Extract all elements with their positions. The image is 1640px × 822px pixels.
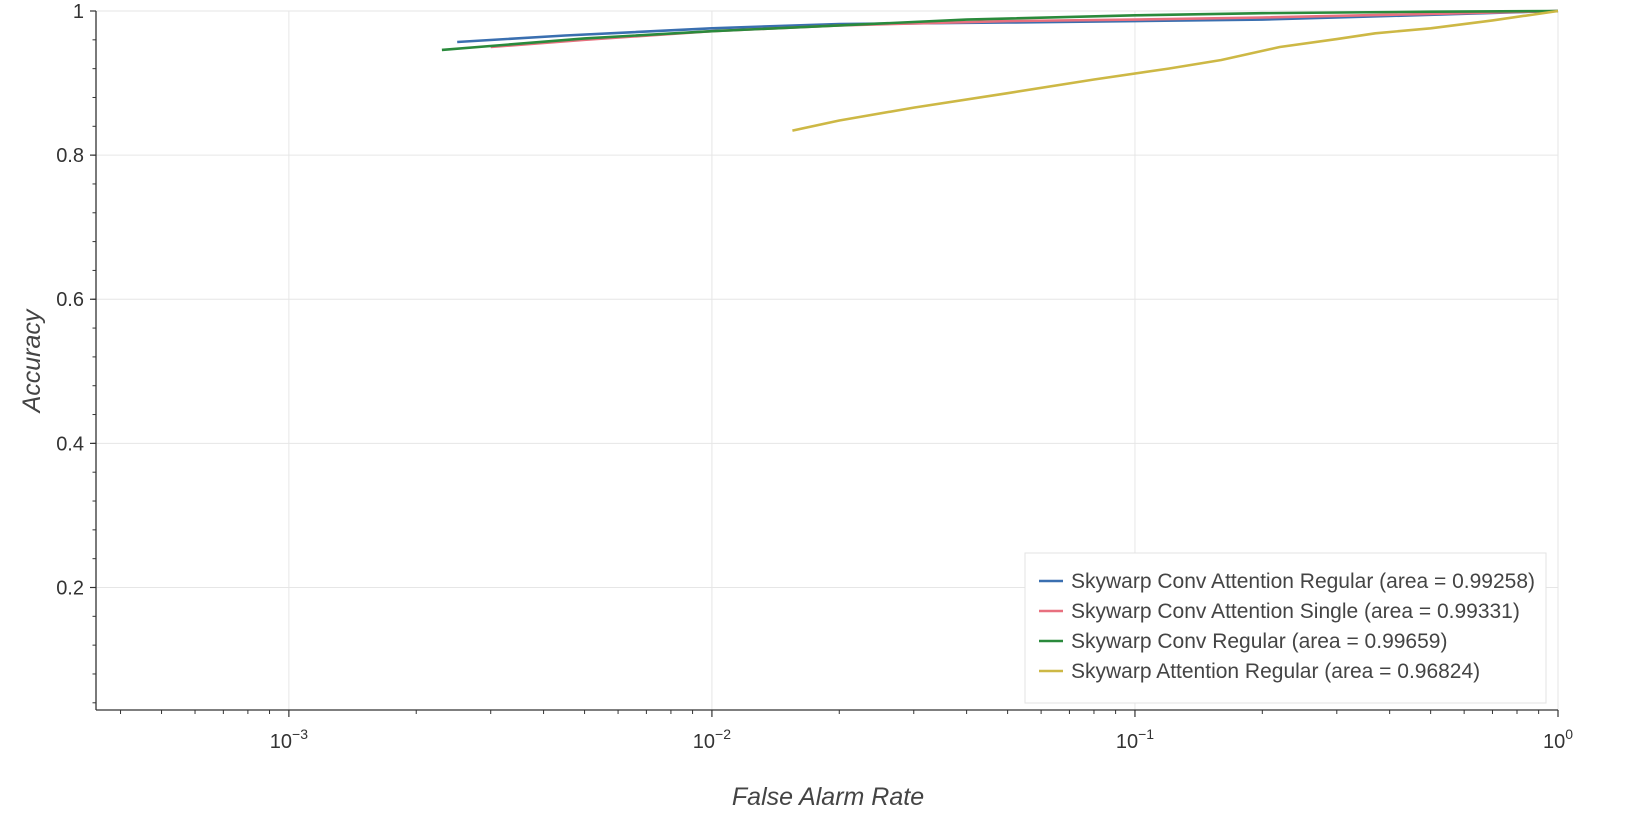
legend-label: Skywarp Conv Attention Regular (area = 0…: [1071, 570, 1535, 593]
x-tick-label: 100: [1543, 726, 1573, 753]
x-tick-base: 10: [270, 731, 292, 753]
legend-label: Skywarp Attention Regular (area = 0.9682…: [1071, 660, 1480, 683]
x-tick-base: 10: [1116, 731, 1138, 753]
x-tick-label: 10−1: [1116, 726, 1154, 753]
series-line: [441, 9, 1559, 52]
legend: Skywarp Conv Attention Regular (area = 0…: [1024, 552, 1547, 704]
legend-label: Skywarp Conv Regular (area = 0.99659): [1071, 630, 1447, 653]
y-tick-label: 1: [73, 1, 84, 23]
x-tick-exponent: −3: [292, 726, 308, 742]
y-tick-label: 0.4: [56, 433, 84, 455]
y-axis-title: Accuracy: [18, 308, 46, 414]
x-tick-exponent: −2: [715, 726, 731, 742]
x-axis-title: False Alarm Rate: [732, 783, 924, 811]
x-tick-exponent: 0: [1565, 726, 1573, 742]
legend-label: Skywarp Conv Attention Single (area = 0.…: [1071, 600, 1520, 623]
series-line: [792, 9, 1559, 132]
y-tick-label: 0.8: [56, 145, 84, 167]
y-tick-label: 0.6: [56, 289, 84, 311]
x-tick-label: 10−2: [693, 726, 731, 753]
x-tick-base: 10: [1543, 731, 1565, 753]
x-tick-label: 10−3: [270, 726, 308, 753]
series-line: [457, 9, 1559, 44]
grid-lines: [96, 10, 1559, 710]
y-tick-label: 0.2: [56, 577, 84, 599]
x-tick-exponent: −1: [1138, 726, 1154, 742]
legend-box: [1024, 552, 1547, 704]
x-tick-base: 10: [693, 731, 715, 753]
series-lines: [441, 9, 1559, 132]
